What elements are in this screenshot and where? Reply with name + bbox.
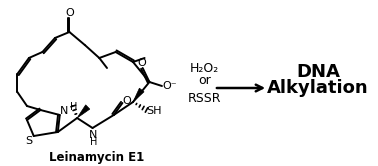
Text: Alkylation: Alkylation — [267, 79, 369, 97]
Text: O: O — [137, 58, 146, 68]
Polygon shape — [133, 88, 144, 102]
Text: DNA: DNA — [296, 63, 340, 81]
Text: N: N — [59, 106, 68, 116]
Text: O: O — [65, 8, 74, 18]
Text: SH: SH — [147, 106, 162, 116]
Text: H: H — [90, 137, 97, 147]
Text: or: or — [198, 74, 211, 86]
Text: H₂O₂: H₂O₂ — [190, 61, 219, 75]
Text: S: S — [25, 136, 33, 146]
Text: O: O — [123, 96, 132, 106]
Text: O⁻: O⁻ — [162, 81, 177, 91]
Text: RSSR: RSSR — [187, 91, 221, 105]
Text: Leinamycin E1: Leinamycin E1 — [49, 151, 144, 164]
Text: H: H — [70, 102, 77, 112]
Polygon shape — [77, 105, 90, 118]
Text: N: N — [89, 130, 98, 140]
